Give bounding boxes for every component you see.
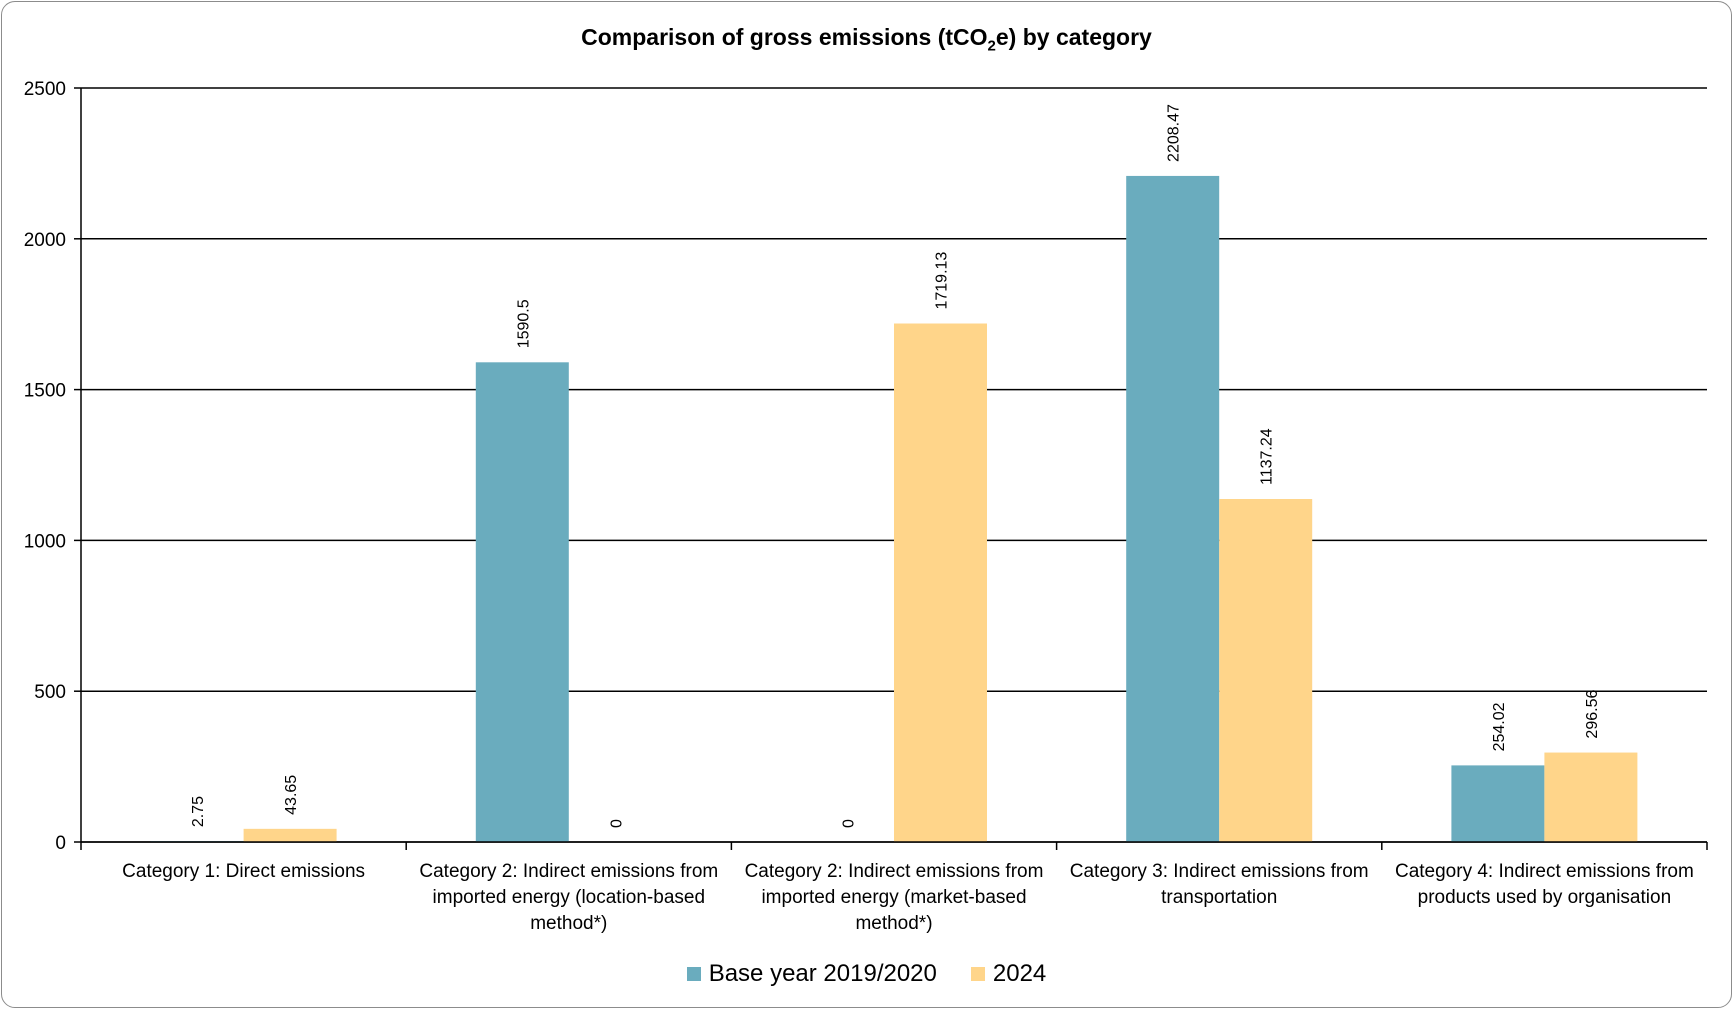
x-category-label: Category 3: Indirect emissions from trans… (1070, 861, 1369, 908)
x-category-label-line: imported energy (location-based (433, 887, 706, 908)
bar-2024 (243, 828, 337, 842)
x-category-label: Category 1: Direct emissions (122, 861, 365, 882)
legend-label-2024: 2024 (992, 960, 1047, 987)
y-tick-label: 2000 (24, 230, 66, 251)
x-category-label-line: method*) (530, 913, 607, 934)
data-label: 254.02 (1491, 702, 1508, 751)
x-category-label-line: Category 3: Indirect emissions from (1070, 861, 1369, 882)
data-label: 1137.24 (1259, 428, 1276, 485)
x-category-label-line: Category 4: Indirect emissions from (1395, 861, 1694, 882)
bar-2024 (1219, 499, 1313, 842)
data-label: 43.65 (283, 775, 300, 815)
bar-base-year (1126, 175, 1220, 843)
legend-item-base-year: Base year 2019/2020 (686, 960, 937, 988)
x-category-label-line: transportation (1161, 887, 1277, 908)
legend-swatch-2024 (970, 967, 985, 981)
legend-swatch-base-year (686, 967, 701, 981)
y-tick-label: 1500 (24, 381, 66, 402)
bar-2024 (1544, 752, 1638, 842)
x-category-label-line: Category 2: Indirect emissions from (745, 861, 1044, 882)
x-category-label-line: Category 1: Direct emissions (122, 861, 365, 882)
x-category-label-line: imported energy (market-based (761, 887, 1026, 908)
x-category-label-line: Category 2: Indirect emissions from (419, 861, 718, 882)
bar-base-year (475, 362, 569, 842)
bar-2024 (894, 323, 987, 843)
y-tick-label: 2500 (24, 79, 66, 100)
legend-item-2024: 2024 (970, 960, 1047, 988)
data-label: 2208.47 (1166, 104, 1183, 162)
y-tick-label: 500 (34, 682, 66, 703)
x-category-label-line: products used by organisation (1418, 887, 1672, 908)
x-category-label: Category 4: Indirect emissions from produ… (1395, 861, 1694, 908)
data-label: 1590.5 (515, 299, 532, 348)
x-category-label: Category 2: Indirect emissions from impor… (419, 861, 718, 934)
data-label: 1719.13 (934, 252, 951, 310)
legend: Base year 2019/2020 2024 (2, 960, 1731, 988)
y-tick-label: 1000 (24, 531, 66, 552)
bar-base-year (1451, 765, 1545, 842)
x-category-label-line: method*) (855, 913, 932, 934)
y-tick-label: 0 (55, 833, 66, 854)
x-category-label: Category 2: Indirect emissions from impor… (745, 861, 1044, 934)
chart-title: Comparison of gross emissions (tCO2e) by… (581, 24, 1152, 55)
data-label: 0 (841, 819, 858, 828)
legend-label-base-year: Base year 2019/2020 (708, 960, 937, 987)
data-label: 2.75 (190, 796, 207, 827)
data-label: 0 (608, 819, 625, 828)
data-label: 296.56 (1584, 690, 1601, 739)
